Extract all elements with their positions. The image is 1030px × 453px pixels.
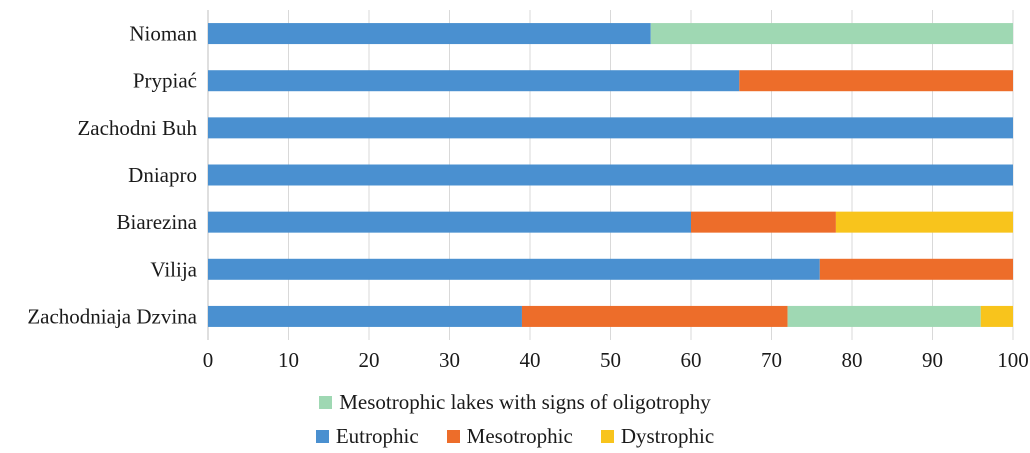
x-tick-labels: 0 10 20 30 40 50 60 70 80 90 100 bbox=[203, 348, 1029, 372]
legend-item-oligotrophy: Mesotrophic lakes with signs of oligotro… bbox=[319, 390, 711, 415]
bar-segment bbox=[691, 211, 836, 233]
category-labels: Nioman Prypiać Zachodni Buh Dniapro Biarezin… bbox=[27, 22, 197, 329]
x-tick-label: 10 bbox=[278, 348, 299, 372]
bar-segment bbox=[521, 305, 788, 327]
legend-label-mesotrophic: Mesotrophic bbox=[466, 424, 573, 448]
bar-segment bbox=[208, 305, 522, 327]
legend-swatch-dystrophic bbox=[600, 430, 614, 443]
x-tick-label: 60 bbox=[681, 348, 702, 372]
x-tick-label: 70 bbox=[761, 348, 782, 372]
bar-segment bbox=[208, 117, 1013, 139]
x-tick-label: 20 bbox=[359, 348, 380, 372]
x-tick-label: 80 bbox=[842, 348, 863, 372]
stacked-bar-chart: 0 10 20 30 40 50 60 70 80 90 100 Nioman Prypiać Zach… bbox=[27, 10, 1029, 372]
legend-swatch-oligotrophy bbox=[319, 396, 333, 409]
x-tick-label: 30 bbox=[439, 348, 460, 372]
x-tick-label: 0 bbox=[203, 348, 214, 372]
legend-item-dystrophic: Dystrophic bbox=[600, 424, 715, 449]
bar-segment bbox=[208, 211, 691, 233]
legend-item-mesotrophic: Mesotrophic bbox=[446, 424, 573, 449]
bar-segment bbox=[208, 70, 740, 92]
x-tick-label: 100 bbox=[997, 348, 1029, 372]
category-label: Dniapro bbox=[128, 163, 197, 187]
bar-segment bbox=[208, 23, 651, 45]
legend-label-eutrophic: Eutrophic bbox=[335, 424, 419, 448]
legend-swatch-mesotrophic bbox=[446, 430, 460, 443]
x-tick-label: 90 bbox=[922, 348, 943, 372]
bar-segment bbox=[787, 305, 981, 327]
bars bbox=[208, 23, 1013, 327]
bar-segment bbox=[739, 70, 1013, 92]
legend-item-eutrophic: Eutrophic bbox=[315, 424, 419, 449]
bar-segment bbox=[650, 23, 1013, 45]
bar-segment bbox=[835, 211, 1013, 233]
legend-label-oligotrophy: Mesotrophic lakes with signs of oligotro… bbox=[339, 390, 711, 414]
legend-row-1: Mesotrophic lakes with signs of oligotro… bbox=[0, 390, 1030, 415]
legend-swatch-eutrophic bbox=[315, 430, 329, 443]
x-tick-label: 40 bbox=[520, 348, 541, 372]
legend-label-dystrophic: Dystrophic bbox=[620, 424, 715, 448]
category-label: Vilija bbox=[150, 257, 197, 281]
bar-segment bbox=[208, 258, 820, 280]
category-label: Prypiać bbox=[133, 69, 197, 93]
category-label: Zachodniaja Dzvina bbox=[27, 304, 197, 328]
bar-segment bbox=[819, 258, 1013, 280]
bar-segment bbox=[980, 305, 1013, 327]
bar-segment bbox=[208, 164, 1013, 186]
x-tick-label: 50 bbox=[600, 348, 621, 372]
category-label: Nioman bbox=[129, 22, 197, 46]
category-label: Zachodni Buh bbox=[77, 116, 197, 140]
legend-row-2: Eutrophic Mesotrophic Dystrophic bbox=[0, 424, 1030, 449]
category-label: Biarezina bbox=[117, 210, 198, 234]
